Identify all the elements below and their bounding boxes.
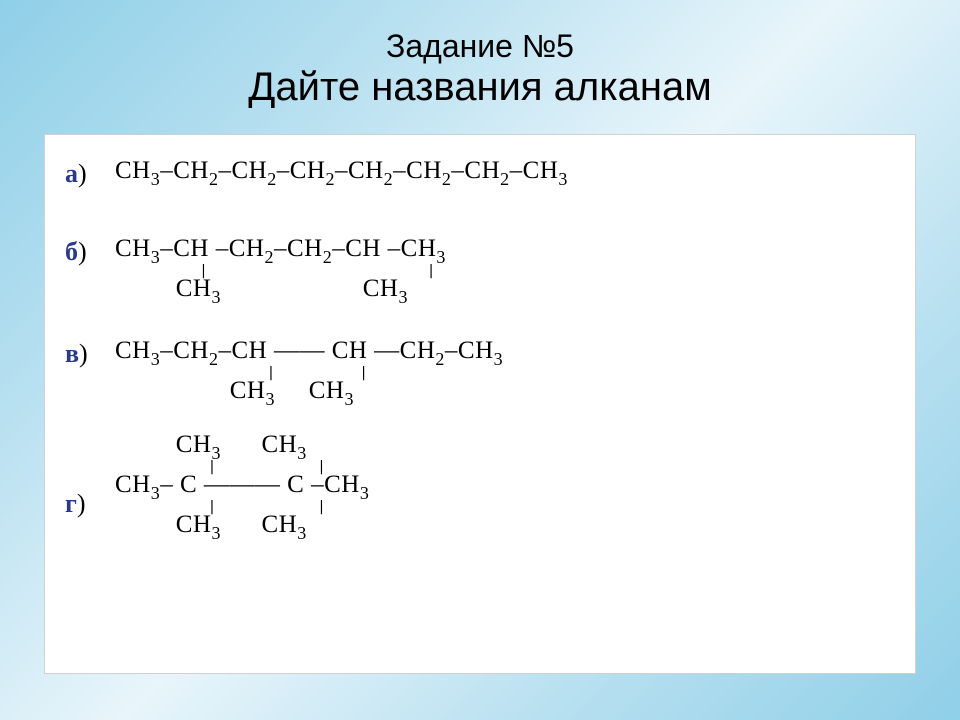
label-a-letter: а xyxy=(65,159,78,188)
item-v: в) CH3–CH2–CH —— CH —CH2–CH3 | | CH3 CH3 xyxy=(65,337,895,409)
formula-g: CH3 CH3 | | CH3– C ——— C –CH3 | | CH3 CH… xyxy=(115,431,369,543)
label-g-paren: ) xyxy=(77,489,86,518)
label-v-letter: в xyxy=(65,339,79,368)
formula-g-bot-subst: CH3 CH3 xyxy=(115,511,369,543)
formula-b-subst: CH3 CH3 xyxy=(115,275,446,307)
formula-g-top-bonds: | | xyxy=(115,463,369,471)
label-v-paren: ) xyxy=(79,339,88,368)
item-b: б) CH3–CH –CH2–CH2–CH –CH3 | | CH3 CH3 xyxy=(65,235,895,307)
label-b-letter: б xyxy=(65,237,78,266)
label-g: г) xyxy=(65,431,115,519)
formula-a-line: CH3–CH2–CH2–CH2–CH2–CH2–CH2–CH3 xyxy=(115,157,568,189)
item-g: г) CH3 CH3 | | CH3– C ——— C –CH3 | | CH3… xyxy=(65,431,895,543)
formula-v-main: CH3–CH2–CH —— CH —CH2–CH3 xyxy=(115,337,503,369)
formula-b: CH3–CH –CH2–CH2–CH –CH3 | | CH3 CH3 xyxy=(115,235,446,307)
title-block: Задание №5 Дайте названия алканам xyxy=(248,28,711,110)
label-a: а) xyxy=(65,157,115,189)
item-a: а) CH3–CH2–CH2–CH2–CH2–CH2–CH2–CH3 xyxy=(65,157,895,189)
label-v: в) xyxy=(65,337,115,369)
label-b-paren: ) xyxy=(78,237,87,266)
formula-v-subst: CH3 CH3 xyxy=(115,377,503,409)
task-title: Дайте названия алканам xyxy=(248,65,711,110)
formula-v: CH3–CH2–CH —— CH —CH2–CH3 | | CH3 CH3 xyxy=(115,337,503,409)
label-b: б) xyxy=(65,235,115,267)
formula-a: CH3–CH2–CH2–CH2–CH2–CH2–CH2–CH3 xyxy=(115,157,568,189)
formula-g-top-subst: CH3 CH3 xyxy=(115,431,369,463)
label-a-paren: ) xyxy=(78,159,87,188)
formula-v-bonds: | | xyxy=(115,369,503,377)
slide: Задание №5 Дайте названия алканам а) CH3… xyxy=(0,0,960,720)
formula-g-bot-bonds: | | xyxy=(115,503,369,511)
formula-b-bonds: | | xyxy=(115,267,446,275)
task-number: Задание №5 xyxy=(248,28,711,65)
formula-panel: а) CH3–CH2–CH2–CH2–CH2–CH2–CH2–CH3 б) CH… xyxy=(44,134,916,674)
label-g-letter: г xyxy=(65,489,77,518)
